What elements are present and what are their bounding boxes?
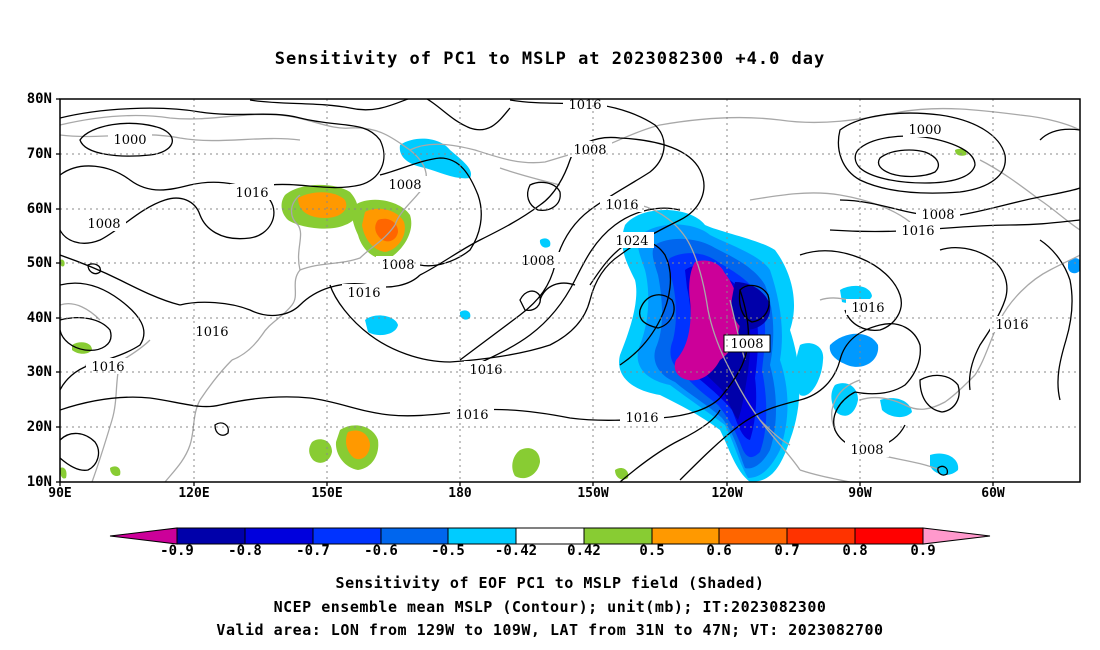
caption-line-1: Sensitivity of EOF PC1 to MSLP field (Sh… xyxy=(335,574,765,592)
contour-label: 1016 xyxy=(235,186,268,201)
contour-label: 1008 xyxy=(850,443,883,458)
colorbar-cell xyxy=(109,527,178,545)
colorbar xyxy=(109,527,991,545)
contour-label: 1008 xyxy=(87,217,120,232)
colorbar-label: 0.6 xyxy=(706,543,732,559)
lon-label: 90E xyxy=(48,486,72,501)
colorbar-cell xyxy=(515,527,585,545)
contour-label: 1016 xyxy=(347,286,380,301)
contour-label: 1016 xyxy=(195,325,228,340)
sensitivity-shading xyxy=(60,138,1080,482)
colorbar-label: -0.6 xyxy=(364,543,398,559)
colorbar-label: 0.5 xyxy=(639,543,665,559)
contour-label: 1016 xyxy=(605,198,638,213)
lon-label: 150E xyxy=(311,486,343,501)
colorbar-label: 0.42 xyxy=(567,543,601,559)
lat-label: 10N xyxy=(26,474,52,490)
caption-line-3: Valid area: LON from 129W to 109W, LAT f… xyxy=(216,621,884,639)
colorbar-label: -0.9 xyxy=(160,543,194,559)
lat-label: 80N xyxy=(26,91,52,107)
contour-label: 1008 xyxy=(573,143,606,158)
colorbar-cell xyxy=(447,527,517,545)
lon-label: 90W xyxy=(848,486,872,501)
map-frame xyxy=(59,98,1081,483)
lon-label: 60W xyxy=(981,486,1005,501)
contour-label: 1016 xyxy=(455,408,488,423)
contour-label: 1016 xyxy=(568,98,601,113)
contour-label: 1008 xyxy=(388,178,421,193)
lat-label: 70N xyxy=(26,146,52,162)
colorbar-cell xyxy=(651,527,720,545)
colorbar-label: -0.5 xyxy=(431,543,465,559)
colorbar-cell xyxy=(176,527,246,545)
contour-label: 1000 xyxy=(908,123,941,138)
colorbar-cell xyxy=(718,527,788,545)
colorbar-label: 0.9 xyxy=(910,543,936,559)
colorbar-cell xyxy=(380,527,449,545)
contour-label: 1016 xyxy=(995,318,1028,333)
lon-label: 120W xyxy=(711,486,743,501)
colorbar-cell xyxy=(786,527,856,545)
contour-label: 1016 xyxy=(625,411,658,426)
lat-label: 20N xyxy=(26,419,52,435)
colorbar-label: -0.7 xyxy=(296,543,330,559)
colorbar-label: 0.8 xyxy=(842,543,868,559)
lon-label: 120E xyxy=(178,486,210,501)
contour-label: 1000 xyxy=(113,133,146,148)
lon-label: 150W xyxy=(577,486,609,501)
colorbar-label: -0.42 xyxy=(494,543,538,559)
colorbar-cell xyxy=(244,527,314,545)
contour-label: 1016 xyxy=(469,363,502,378)
contour-label: 1016 xyxy=(851,301,884,316)
lat-label: 50N xyxy=(26,255,52,271)
map-title: Sensitivity of PC1 to MSLP at 2023082300… xyxy=(274,49,826,69)
contour-label: 1016 xyxy=(91,360,124,375)
caption-line-2: NCEP ensemble mean MSLP (Contour); unit(… xyxy=(273,598,827,616)
colorbar-label: 0.7 xyxy=(774,543,800,559)
contour-label: 1024 xyxy=(615,234,648,249)
contour-label: 1008 xyxy=(381,258,414,273)
contour-label: 1016 xyxy=(901,224,934,239)
graticule xyxy=(60,99,1080,482)
lat-label: 30N xyxy=(26,364,52,380)
colorbar-label: -0.8 xyxy=(228,543,262,559)
lat-label: 40N xyxy=(26,310,52,326)
coastlines xyxy=(60,107,1080,482)
tick-marks xyxy=(56,98,994,486)
contour-label: 1008 xyxy=(521,254,554,269)
colorbar-cell xyxy=(854,527,924,545)
colorbar-cell xyxy=(312,527,382,545)
lon-label: 180 xyxy=(448,486,472,501)
colorbar-cell xyxy=(922,527,991,545)
contour-label: 1008 xyxy=(730,337,763,352)
colorbar-cell xyxy=(583,527,653,545)
contour-label: 1008 xyxy=(921,208,954,223)
lat-label: 60N xyxy=(26,201,52,217)
